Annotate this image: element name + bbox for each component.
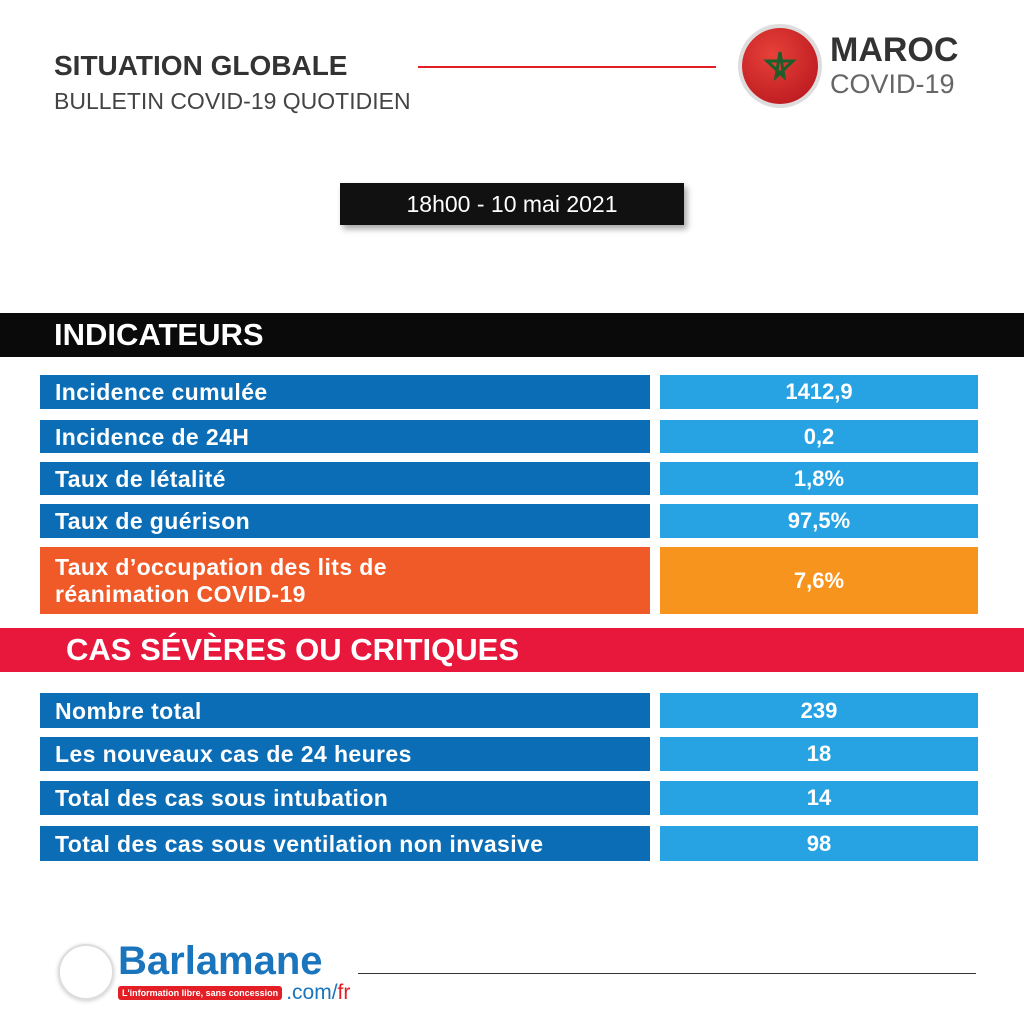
domain-text: .com/ [286,981,338,1004]
row-value: 18 [660,737,978,771]
page-subtitle: BULLETIN COVID-19 QUOTIDIEN [54,88,411,114]
row-label: Incidence de 24H [40,420,650,453]
row-label: Taux d’occupation des lits de réanimatio… [40,547,650,614]
row-label: Total des cas sous intubation [40,781,650,815]
row-label: Taux de guérison [40,504,650,538]
row-value: 7,6% [660,547,978,614]
domain-suffix: fr [337,981,351,1004]
row-label: Total des cas sous ventilation non invas… [40,826,650,861]
row-label: Nombre total [40,693,650,728]
brand-tagline: L'information libre, sans concession [118,986,283,1000]
footer-divider [358,973,976,974]
row-value: 97,5% [660,504,978,538]
covid-label: COVID-19 [830,69,955,99]
row-value: 14 [660,781,978,815]
morocco-flag-icon [742,28,818,104]
section-indicateurs: INDICATEURS [0,313,1024,357]
header-divider [418,66,716,68]
country-label: MAROC [830,31,959,69]
row-value: 239 [660,693,978,728]
footer-brand: Barlamane L'information libre, sans conc… [118,940,350,1004]
section-cas-severes: CAS SÉVÈRES OU CRITIQUES [0,628,1024,672]
brand-logo: Barlamane [118,939,323,983]
row-label: Incidence cumulée [40,375,650,409]
page-title: SITUATION GLOBALE [54,50,348,81]
row-value: 1,8% [660,462,978,495]
row-label: Les nouveaux cas de 24 heures [40,737,650,771]
row-label: Taux de létalité [40,462,650,495]
brand-domain: .com/fr [286,982,350,1004]
row-value: 0,2 [660,420,978,453]
date-badge: 18h00 - 10 mai 2021 [340,183,684,225]
brand-row: L'information libre, sans concession .co… [118,982,350,1004]
row-value: 98 [660,826,978,861]
barlamane-logo-icon [58,944,114,1000]
row-value: 1412,9 [660,375,978,409]
